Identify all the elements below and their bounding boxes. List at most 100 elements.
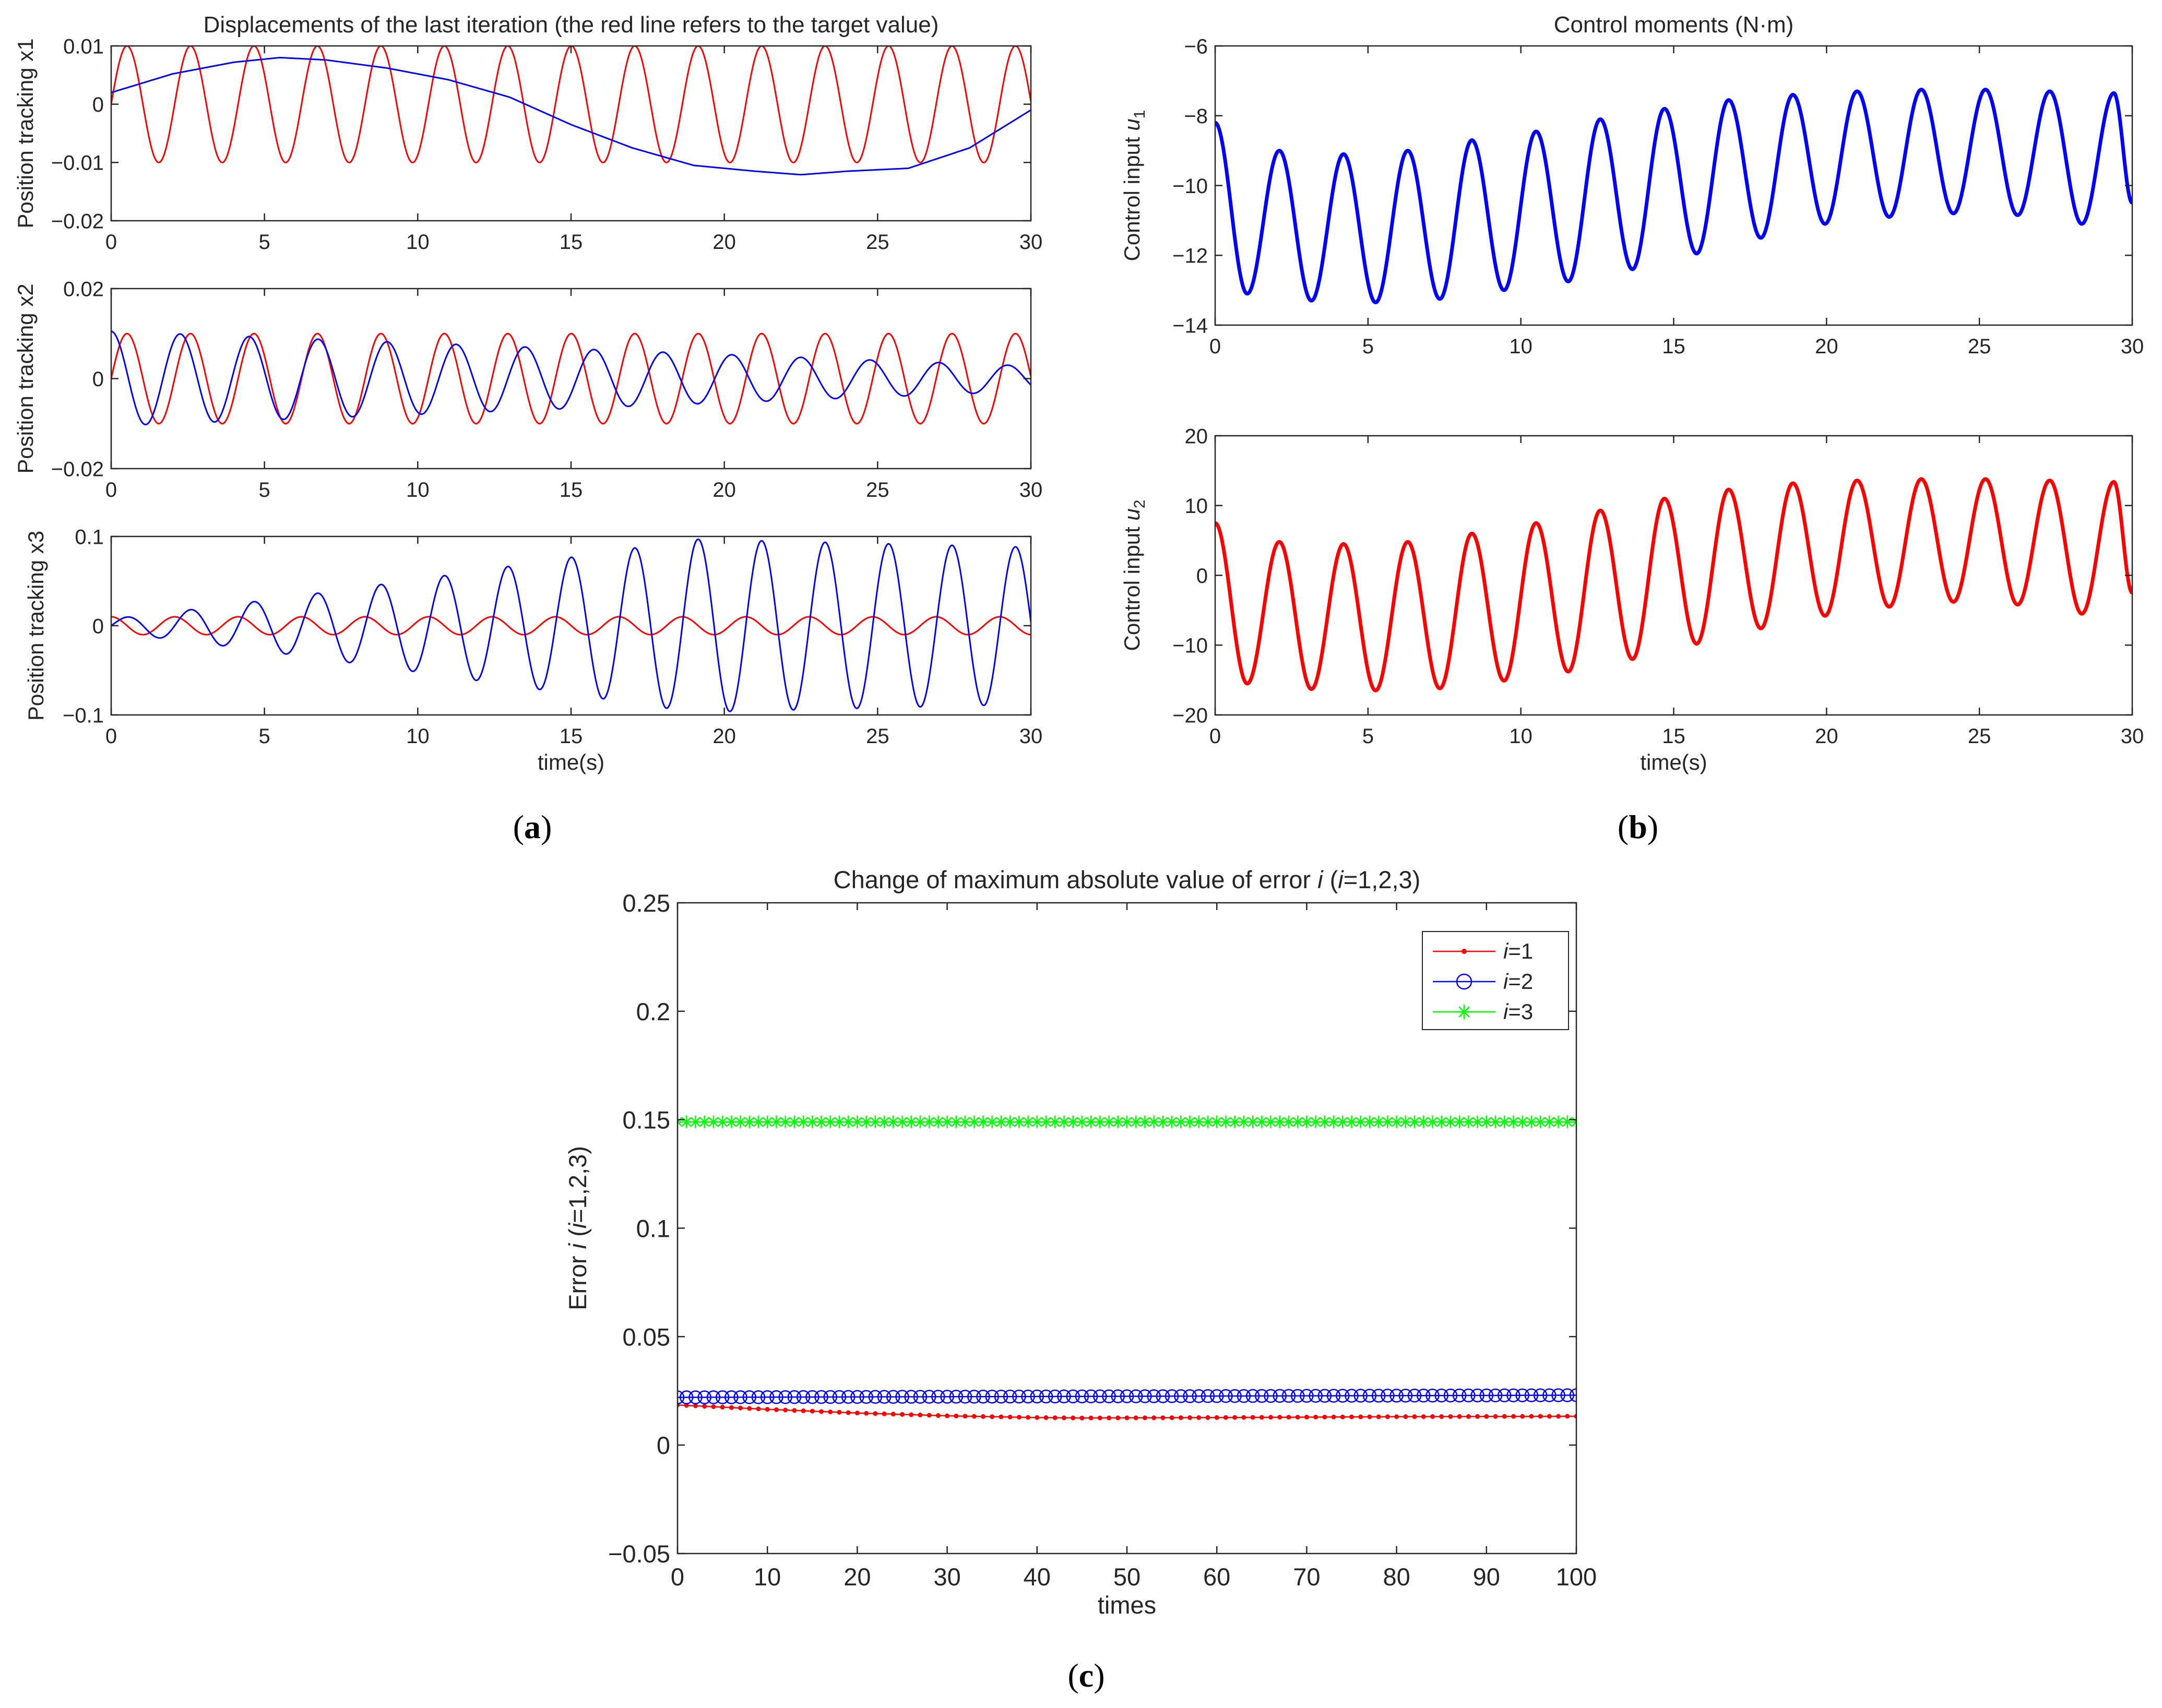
marker-star bbox=[833, 1115, 846, 1128]
marker-circle bbox=[706, 1390, 721, 1404]
marker-dot bbox=[1466, 1414, 1471, 1419]
marker-circle bbox=[1452, 1388, 1467, 1403]
marker-dot bbox=[935, 1413, 941, 1418]
marker-circle bbox=[913, 1390, 928, 1404]
y-tick-label: −14 bbox=[1172, 314, 1208, 337]
marker-star bbox=[860, 1115, 873, 1128]
marker-circle bbox=[886, 1390, 900, 1404]
marker-circle bbox=[805, 1390, 819, 1404]
marker-star bbox=[1255, 1115, 1268, 1128]
marker-circle bbox=[1192, 1389, 1206, 1403]
marker-circle bbox=[877, 1390, 892, 1404]
marker-star bbox=[1363, 1115, 1376, 1128]
y-tick-label: −12 bbox=[1172, 245, 1208, 268]
marker-star bbox=[1102, 1115, 1115, 1128]
series-line-actual bbox=[111, 538, 1031, 712]
marker-dot bbox=[711, 1404, 716, 1410]
marker-dot bbox=[1286, 1415, 1291, 1420]
y-tick-label: 10 bbox=[1185, 495, 1208, 518]
y-tick-label: 0.1 bbox=[75, 525, 104, 548]
marker-star bbox=[806, 1115, 819, 1128]
x-tick-label: 30 bbox=[2121, 725, 2144, 748]
marker-dot bbox=[1295, 1415, 1300, 1420]
marker-dot bbox=[1538, 1414, 1543, 1419]
y-axis-label: Position tracking x3 bbox=[23, 531, 48, 721]
panel-label-a: (a) bbox=[513, 808, 552, 845]
marker-star bbox=[1130, 1115, 1143, 1128]
marker-circle bbox=[769, 1390, 783, 1404]
marker-circle bbox=[1569, 1388, 1576, 1402]
marker-dot bbox=[1349, 1414, 1354, 1419]
marker-star bbox=[887, 1115, 900, 1128]
series-group bbox=[111, 538, 1031, 712]
marker-star bbox=[1237, 1115, 1250, 1128]
marker-star bbox=[1525, 1115, 1538, 1128]
series-line-target bbox=[111, 332, 1031, 425]
marker-dot bbox=[1493, 1414, 1498, 1419]
marker-circle bbox=[1201, 1389, 1215, 1403]
y-axis-label: Control input u1 bbox=[1120, 110, 1148, 261]
y-tick-label: 20 bbox=[1185, 425, 1208, 448]
marker-dot bbox=[1043, 1415, 1049, 1420]
marker-circle bbox=[1264, 1389, 1278, 1403]
marker-star bbox=[1426, 1115, 1439, 1128]
y-tick-label: 0.25 bbox=[623, 889, 670, 917]
chart-title: Displacements of the last iteration (the… bbox=[204, 12, 939, 38]
marker-dot bbox=[1430, 1414, 1435, 1419]
x-tick-label: 30 bbox=[1019, 479, 1043, 501]
series-group bbox=[111, 330, 1031, 426]
y-tick-label: 0 bbox=[92, 615, 104, 638]
x-tick-label: 15 bbox=[1662, 335, 1685, 358]
marker-star bbox=[1498, 1115, 1511, 1128]
x-tick-label: 30 bbox=[1019, 231, 1043, 254]
x-tick-label: 25 bbox=[1968, 725, 1991, 748]
marker-star bbox=[1202, 1115, 1214, 1128]
marker-circle bbox=[1281, 1389, 1296, 1403]
series-group bbox=[1215, 477, 2132, 692]
marker-dot bbox=[1124, 1415, 1130, 1420]
marker-star bbox=[1094, 1115, 1107, 1128]
marker-star bbox=[1444, 1115, 1457, 1128]
marker-star bbox=[896, 1115, 909, 1128]
marker-star bbox=[1166, 1115, 1179, 1128]
marker-dot bbox=[720, 1404, 725, 1410]
marker-dot bbox=[1007, 1414, 1013, 1419]
marker-circle bbox=[1462, 1388, 1476, 1403]
marker-circle bbox=[1300, 1389, 1314, 1403]
marker-dot bbox=[819, 1409, 824, 1414]
marker-circle bbox=[850, 1390, 864, 1404]
marker-dot bbox=[1376, 1414, 1381, 1419]
marker-star bbox=[1300, 1115, 1313, 1128]
marker-circle bbox=[1021, 1389, 1035, 1404]
panel-label-b: (b) bbox=[1618, 808, 1658, 845]
marker-star bbox=[734, 1115, 747, 1128]
marker-circle bbox=[1317, 1389, 1332, 1403]
marker-circle bbox=[1012, 1389, 1026, 1404]
marker-dot bbox=[1214, 1415, 1219, 1420]
marker-dot bbox=[846, 1410, 851, 1415]
marker-dot bbox=[1385, 1414, 1390, 1419]
marker-dot bbox=[1035, 1415, 1040, 1420]
legend-marker bbox=[1456, 973, 1472, 990]
x-tick-label: 90 bbox=[1473, 1563, 1500, 1591]
marker-star bbox=[913, 1115, 926, 1128]
marker-dot bbox=[1178, 1415, 1183, 1420]
marker-dot bbox=[1475, 1414, 1480, 1419]
y-tick-label: 0.05 bbox=[623, 1323, 670, 1351]
x-tick-label: 15 bbox=[560, 231, 583, 254]
marker-circle bbox=[814, 1390, 828, 1404]
x-tick-label: 10 bbox=[406, 725, 430, 748]
marker-circle bbox=[1309, 1389, 1323, 1403]
marker-circle bbox=[922, 1390, 936, 1404]
x-tick-label: 20 bbox=[1815, 725, 1838, 748]
marker-star bbox=[941, 1115, 954, 1128]
marker-circle bbox=[1102, 1389, 1116, 1403]
marker-circle bbox=[1542, 1388, 1557, 1402]
marker-star bbox=[1453, 1115, 1466, 1128]
legend-label: i=3 bbox=[1503, 999, 1533, 1024]
y-tick-label: 0 bbox=[92, 93, 104, 116]
marker-star bbox=[815, 1115, 828, 1128]
chart-title: Change of maximum absolute value of erro… bbox=[834, 866, 1421, 893]
